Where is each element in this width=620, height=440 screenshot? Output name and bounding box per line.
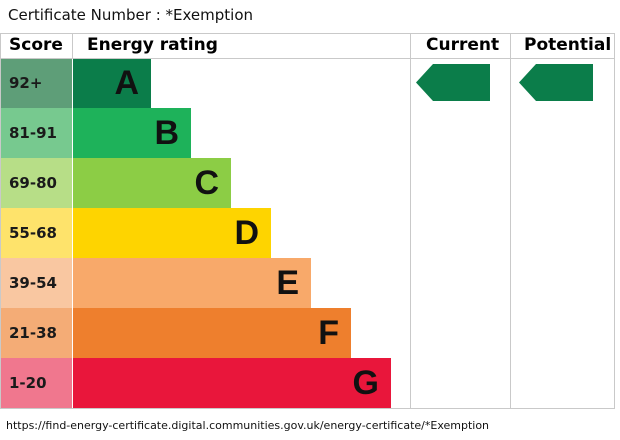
rating-letter: A	[114, 64, 139, 102]
header-score: Score	[9, 35, 63, 55]
rating-bar: F	[73, 308, 351, 358]
rating-bar: C	[73, 158, 231, 208]
table-bottom-border	[0, 408, 615, 409]
rating-letter: C	[194, 164, 219, 202]
score-cell: 55-68	[0, 208, 72, 258]
potential-rating-arrow	[519, 64, 593, 101]
rating-letter: D	[234, 214, 259, 252]
score-range: 39-54	[9, 274, 57, 292]
score-column-divider	[72, 33, 73, 58]
rating-bar: G	[73, 358, 391, 408]
rating-letter: G	[352, 364, 379, 402]
certificate-url[interactable]: https://find-energy-certificate.digital.…	[6, 419, 490, 432]
score-range: 81-91	[9, 124, 57, 142]
header-energy-rating: Energy rating	[87, 35, 218, 55]
potential-column-divider	[510, 33, 511, 409]
score-range: 21-38	[9, 324, 57, 342]
score-cell: 69-80	[0, 158, 72, 208]
energy-rating-table: Score Energy rating Current Potential 92…	[0, 33, 615, 409]
rating-bar: D	[73, 208, 271, 258]
current-column-divider	[410, 33, 411, 409]
rating-letter: E	[276, 264, 299, 302]
rating-letter: B	[154, 114, 179, 152]
header-divider	[0, 58, 615, 59]
header-potential: Potential	[524, 35, 612, 55]
rating-bar: A	[73, 58, 151, 108]
score-range: 55-68	[9, 224, 57, 242]
table-left-border	[0, 33, 1, 409]
score-cell: 92+	[0, 58, 72, 108]
rating-bar: E	[73, 258, 311, 308]
certificate-number: Certificate Number : *Exemption	[8, 6, 254, 24]
table-right-border	[614, 33, 615, 409]
rating-letter: F	[318, 314, 339, 352]
score-range: 92+	[9, 74, 43, 92]
header-current: Current	[426, 35, 500, 55]
score-cell: 21-38	[0, 308, 72, 358]
score-cell: 81-91	[0, 108, 72, 158]
score-range: 1-20	[9, 374, 47, 392]
current-rating-arrow	[416, 64, 490, 101]
table-top-border	[0, 33, 615, 34]
score-cell: 39-54	[0, 258, 72, 308]
score-range: 69-80	[9, 174, 57, 192]
rating-bar: B	[73, 108, 191, 158]
score-cell: 1-20	[0, 358, 72, 408]
